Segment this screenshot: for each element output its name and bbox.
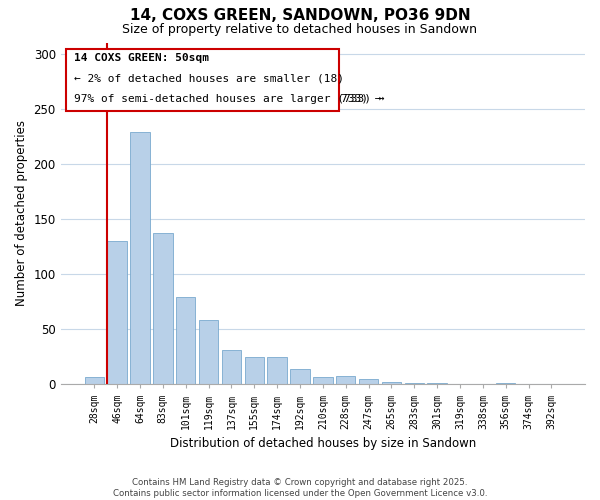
Text: 97% of semi-detached houses are larger (733) →: 97% of semi-detached houses are larger (… <box>71 94 382 104</box>
Bar <box>153 234 173 384</box>
FancyBboxPatch shape <box>66 50 338 111</box>
Text: 14 COXS GREEN: 50sqm: 14 COXS GREEN: 50sqm <box>71 53 206 63</box>
Text: ← 2% of detached houses are smaller (18): ← 2% of detached houses are smaller (18) <box>74 74 344 84</box>
Bar <box>313 376 332 384</box>
X-axis label: Distribution of detached houses by size in Sandown: Distribution of detached houses by size … <box>170 437 476 450</box>
Bar <box>130 132 149 384</box>
Bar <box>199 320 218 384</box>
Bar <box>107 241 127 384</box>
Text: Size of property relative to detached houses in Sandown: Size of property relative to detached ho… <box>122 22 478 36</box>
Text: ← 2% of detached houses are smaller (18): ← 2% of detached houses are smaller (18) <box>71 74 341 84</box>
Bar <box>359 379 378 384</box>
Text: 97% of semi-detached houses are larger (733) →: 97% of semi-detached houses are larger (… <box>74 94 384 104</box>
Bar <box>336 376 355 384</box>
Text: 14 COXS GREEN: 50sqm: 14 COXS GREEN: 50sqm <box>74 53 209 63</box>
Bar <box>268 357 287 384</box>
Text: Contains HM Land Registry data © Crown copyright and database right 2025.
Contai: Contains HM Land Registry data © Crown c… <box>113 478 487 498</box>
Bar <box>221 350 241 384</box>
Bar <box>382 382 401 384</box>
Y-axis label: Number of detached properties: Number of detached properties <box>15 120 28 306</box>
Bar <box>85 376 104 384</box>
Bar <box>245 357 264 384</box>
Bar <box>290 369 310 384</box>
Text: 14, COXS GREEN, SANDOWN, PO36 9DN: 14, COXS GREEN, SANDOWN, PO36 9DN <box>130 8 470 22</box>
Bar <box>176 298 196 384</box>
